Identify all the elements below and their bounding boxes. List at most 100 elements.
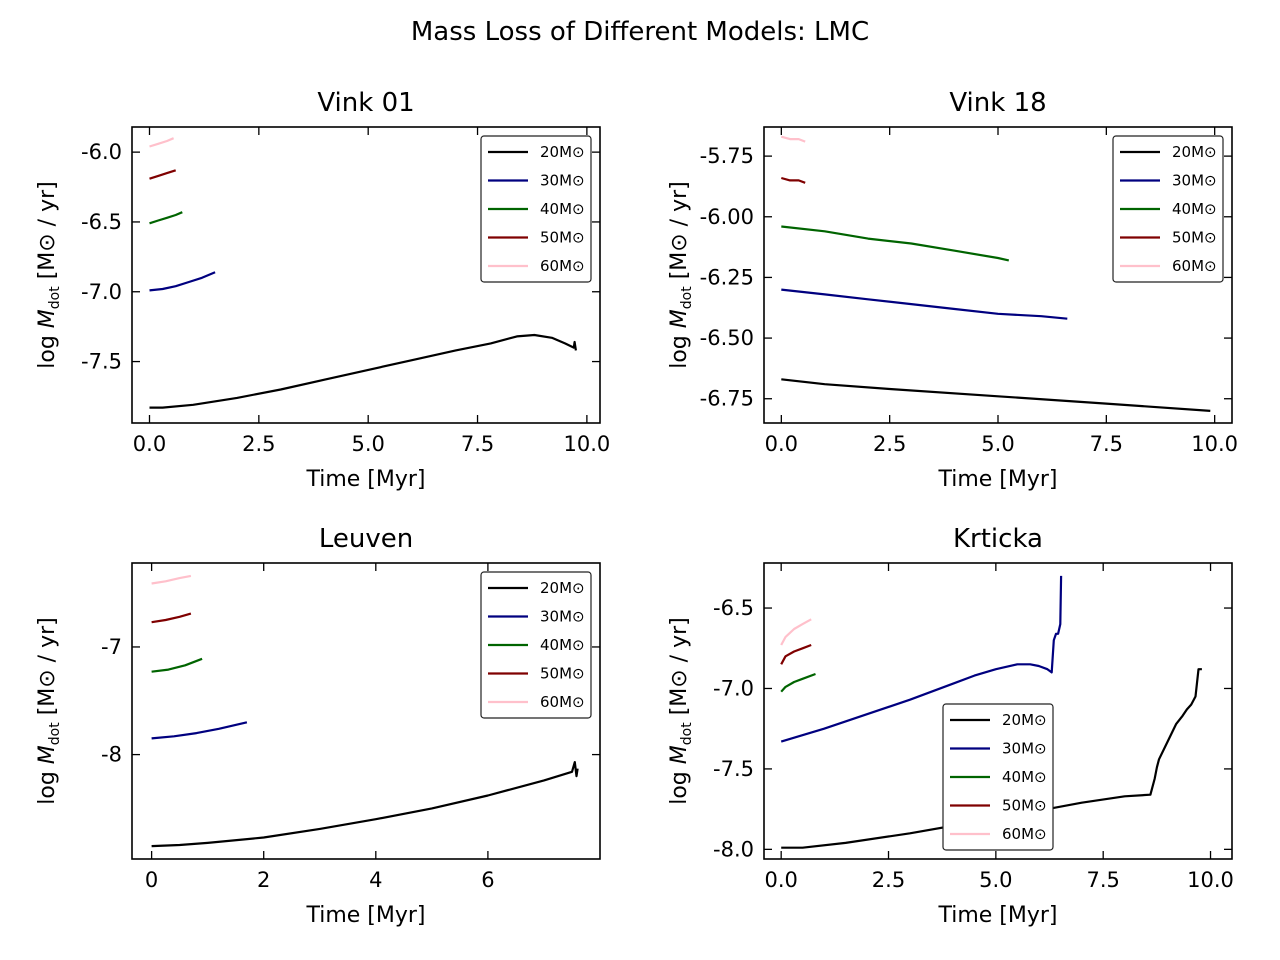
y-tick-label: -5.75 xyxy=(700,144,754,168)
legend-label: 30M⊙ xyxy=(1172,172,1217,190)
legend-label: 20M⊙ xyxy=(1172,143,1217,161)
subplot-title: Leuven xyxy=(319,524,413,554)
series-line-40M xyxy=(780,672,816,693)
legend-box xyxy=(480,571,592,719)
series-group xyxy=(780,575,1202,849)
y-axis-label: log Mdot [M⊙ / yr] xyxy=(667,617,695,805)
subplot-1: Vink 01 0.0 2.5 5.0 7.5 10.0 -7.5 -7.0 -6.5 -6.0 T… xyxy=(35,88,610,492)
x-tick-label: 7.5 xyxy=(1086,868,1119,892)
subplot-title: Vink 18 xyxy=(949,88,1046,118)
x-tick-label: 5.0 xyxy=(981,432,1014,456)
legend-label: 20M⊙ xyxy=(1002,711,1047,729)
subplot-3: Leuven 0 2 4 6 -8 -7 Time [Myr] log Mdot [M⊙ / y… xyxy=(35,524,601,928)
series-line-50M xyxy=(781,176,806,184)
x-tick-label: 2.5 xyxy=(873,432,906,456)
legend-label: 30M⊙ xyxy=(540,172,585,190)
plot-frame xyxy=(131,126,601,424)
series-line-30M xyxy=(149,271,216,292)
legend-label: 60M⊙ xyxy=(540,257,585,275)
x-tick-label: 0.0 xyxy=(133,432,166,456)
legend-label: 20M⊙ xyxy=(540,143,585,161)
series-line-40M xyxy=(149,211,183,225)
x-tick-label: 2.5 xyxy=(242,432,275,456)
series-line-50M xyxy=(151,612,192,624)
series-line-30M xyxy=(781,288,1068,320)
x-axis-label: Time [Myr] xyxy=(305,467,425,492)
x-tick-label: 10.0 xyxy=(1191,432,1238,456)
x-tick-label: 2.5 xyxy=(872,868,905,892)
legend-label: 50M⊙ xyxy=(1002,797,1047,815)
legend-label: 60M⊙ xyxy=(1002,825,1047,843)
legend-label: 60M⊙ xyxy=(540,693,585,711)
series-line-40M xyxy=(151,657,203,673)
y-tick-label: -7 xyxy=(101,635,122,659)
x-tick-label: 2 xyxy=(257,868,270,892)
figure-suptitle: Mass Loss of Different Models: LMC xyxy=(411,17,869,47)
y-tick-label: -7.5 xyxy=(713,757,754,781)
subplot-title: Krticka xyxy=(953,524,1043,554)
legend: 20M⊙ 30M⊙ 40M⊙ 50M⊙ 60M⊙ xyxy=(480,135,592,283)
series-line-60M xyxy=(149,137,175,148)
legend-label: 40M⊙ xyxy=(1002,768,1047,786)
y-tick-label: -8 xyxy=(101,743,122,767)
y-tick-label: -6.0 xyxy=(81,140,122,164)
y-tick-label: -6.75 xyxy=(700,387,754,411)
series-line-20M xyxy=(781,668,1202,849)
legend: 20M⊙ 30M⊙ 40M⊙ 50M⊙ 60M⊙ xyxy=(942,703,1054,851)
series-group xyxy=(151,574,579,848)
subplot-4: Krticka 0.0 2.5 5.0 7.5 10.0 -8.0 -7.5 -7.0 -6.5 T… xyxy=(667,524,1234,928)
y-tick-label: -6.5 xyxy=(81,210,122,234)
y-tick-label: -6.25 xyxy=(700,265,754,289)
x-tick-label: 5.0 xyxy=(351,432,384,456)
x-tick-label: 10.0 xyxy=(1187,868,1234,892)
y-tick-label: -6.50 xyxy=(700,326,754,350)
legend-box xyxy=(1112,135,1224,283)
series-group xyxy=(781,135,1211,412)
legend-label: 40M⊙ xyxy=(540,200,585,218)
legend-box xyxy=(942,703,1054,851)
subplot-2: Vink 18 0.0 2.5 5.0 7.5 10.0 -6.75 -6.50 -6.25 -6… xyxy=(667,88,1238,492)
series-line-60M xyxy=(781,135,806,143)
x-tick-label: 0.0 xyxy=(765,432,798,456)
x-axis-label: Time [Myr] xyxy=(937,467,1057,492)
y-axis-label: log Mdot [M⊙ / yr] xyxy=(35,617,63,805)
legend-label: 50M⊙ xyxy=(540,229,585,247)
legend-label: 50M⊙ xyxy=(1172,229,1217,247)
y-tick-label: -7.0 xyxy=(81,280,122,304)
series-line-60M xyxy=(151,574,192,585)
x-tick-label: 4 xyxy=(369,868,382,892)
y-tick-label: -6.5 xyxy=(713,596,754,620)
x-tick-label: 10.0 xyxy=(563,432,610,456)
y-axis-label: log Mdot [M⊙ / yr] xyxy=(35,181,63,369)
series-line-20M xyxy=(149,333,577,409)
legend-label: 40M⊙ xyxy=(540,636,585,654)
y-tick-label: -7.5 xyxy=(81,350,122,374)
legend-label: 60M⊙ xyxy=(1172,257,1217,275)
x-tick-label: 7.5 xyxy=(1090,432,1123,456)
legend: 20M⊙ 30M⊙ 40M⊙ 50M⊙ 60M⊙ xyxy=(480,571,592,719)
series-line-30M xyxy=(151,721,248,740)
series-line-20M xyxy=(151,760,579,848)
series-line-50M xyxy=(149,169,177,180)
x-tick-label: 5.0 xyxy=(979,868,1012,892)
subplot-title: Vink 01 xyxy=(317,88,414,118)
legend-label: 20M⊙ xyxy=(540,579,585,597)
series-line-20M xyxy=(781,378,1211,412)
series-line-30M xyxy=(780,575,1063,743)
x-axis-label: Time [Myr] xyxy=(305,903,425,928)
legend: 20M⊙ 30M⊙ 40M⊙ 50M⊙ 60M⊙ xyxy=(1112,135,1224,283)
legend-label: 40M⊙ xyxy=(1172,200,1217,218)
series-line-60M xyxy=(780,618,812,646)
plot-frame xyxy=(763,562,1233,860)
x-tick-label: 6 xyxy=(481,868,494,892)
series-line-50M xyxy=(780,643,812,665)
subplot-grid: Vink 01 0.0 2.5 5.0 7.5 10.0 -7.5 -7.0 -6.5 -6.0 T… xyxy=(35,88,1238,928)
y-tick-label: -7.0 xyxy=(713,676,754,700)
plot-frame xyxy=(131,562,601,860)
x-tick-label: 0 xyxy=(145,868,158,892)
legend-label: 30M⊙ xyxy=(1002,740,1047,758)
x-tick-label: 0.0 xyxy=(764,868,797,892)
y-tick-label: -8.0 xyxy=(713,837,754,861)
y-axis-label: log Mdot [M⊙ / yr] xyxy=(667,181,695,369)
